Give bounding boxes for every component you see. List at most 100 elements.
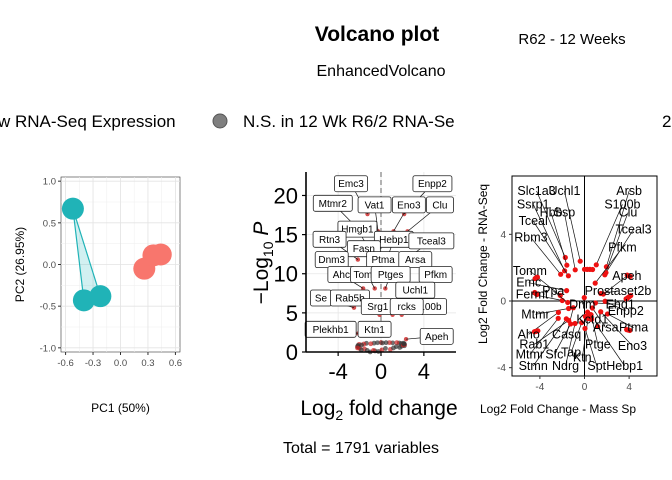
correlation-gene-label: Aho [518, 327, 540, 341]
correlation-point [582, 325, 588, 332]
chart-subtitle: EnhancedVolcano [317, 63, 446, 80]
total-variables-caption: Total = 1791 variables [283, 440, 439, 457]
volcano-gene-label-box [391, 196, 426, 214]
correlation-label-connector [584, 328, 598, 367]
volcano-gene-label-box [398, 251, 433, 269]
correlation-point [555, 309, 562, 315]
correlation-gene-label: Ssp [554, 206, 576, 220]
pca-sample-point [72, 289, 95, 312]
volcano-gene-label: Tceal3 [417, 236, 446, 247]
correlation-point [598, 309, 604, 315]
pca-sample-point [149, 243, 172, 266]
correlation-y-tick-label: 4 [500, 230, 506, 241]
correlation-gene-label: Arsb [616, 184, 642, 198]
volcano-gene-label-box [370, 266, 411, 283]
volcano-gene-label: Ktn1 [364, 325, 385, 336]
correlation-gene-label: Tap [561, 346, 581, 360]
chart-title: Volcano plot [315, 23, 439, 46]
pca-plot: -0.6 -0.3 0.0 0.3 0.6 -1.0 -0.5 0.0 0.5 1.0 PC1 (5… [13, 177, 182, 415]
correlation-gene-label: Clu [619, 206, 638, 220]
pca-x-tick-label: -0.3 [85, 358, 101, 369]
volcano-gene-label: Se [315, 294, 328, 305]
correlation-point [564, 262, 570, 268]
volcano-point [368, 341, 374, 347]
volcano-gene-label-box [408, 232, 455, 250]
correlation-gene-label: Enpp2 [608, 304, 644, 318]
pca-x-tick-label: 0.0 [114, 358, 127, 369]
legend-item-ns: N.S. in 12 Wk R6/2 RNA-Se [243, 112, 455, 131]
volcano-gene-label: Ahc [333, 270, 350, 281]
correlation-gene-label: Uchl1 [548, 184, 580, 198]
correlation-gene-label: Fermt [516, 287, 549, 301]
correlation-point [589, 316, 595, 322]
volcano-gene-label: Apeh [425, 332, 448, 343]
correlation-label-connector [595, 204, 623, 265]
correlation-point [624, 272, 630, 278]
correlation-point [623, 296, 629, 302]
condition-label: R62 - 12 Weeks [518, 31, 625, 48]
correlation-label-connector [604, 300, 626, 312]
correlation-label-connector [565, 323, 576, 367]
correlation-point [589, 266, 596, 273]
volcano-point [387, 340, 392, 346]
correlation-label-connector [554, 323, 571, 355]
correlation-point [555, 315, 561, 321]
correlation-gene-label: Casq [552, 327, 581, 341]
correlation-point [577, 258, 583, 264]
correlation-gene-label: Arsa [593, 321, 619, 335]
correlation-point [532, 275, 538, 282]
correlation-point [557, 292, 563, 299]
volcano-gene-label: Rtn3 [319, 235, 341, 246]
volcano-point [393, 344, 399, 349]
volcano-gene-label: Ptma [371, 255, 395, 266]
correlation-point [603, 270, 609, 276]
correlation-point [592, 280, 598, 286]
correlation-label-connector [534, 320, 569, 345]
volcano-gene-label-box [357, 196, 392, 214]
correlation-point [565, 299, 571, 306]
correlation-gene-label: Prostaset2b [585, 284, 652, 298]
correlation-point [595, 323, 601, 330]
volcano-point [383, 346, 388, 351]
correlation-label-connector [535, 308, 569, 315]
correlation-gene-label: S100b [604, 197, 640, 211]
volcano-gene-label: Pfkm [424, 270, 447, 281]
pca-y-tick-label: 1.0 [43, 177, 56, 188]
volcano-point [380, 340, 386, 346]
correlation-point [589, 305, 595, 311]
volcano-gene-label-box [312, 230, 347, 248]
legend: w RNA-Seq Expression N.S. in 12 Wk R6/2 … [0, 112, 671, 131]
correlation-label-connector [529, 270, 561, 296]
correlation-label-connector [594, 247, 623, 284]
correlation-gene-label: Rab1 [519, 337, 549, 351]
correlation-point [572, 267, 578, 273]
volcano-x-tick-label: 4 [418, 359, 430, 384]
correlation-label-connector [581, 318, 589, 358]
correlation-x-tick-label: -4 [535, 382, 544, 393]
correlation-label-connector [592, 307, 606, 328]
volcano-point [358, 347, 364, 353]
correlation-gene-label: Ndrg [552, 359, 579, 373]
volcano-y-axis-label: −Log10 P [250, 222, 276, 305]
volcano-gene-label: Eno3 [397, 200, 421, 211]
volcano-x-tick-label: 0 [375, 359, 387, 384]
volcano-gene-label-box [334, 175, 368, 193]
correlation-gene-label: Ptma [619, 321, 648, 335]
correlation-gene-label: Rbm3 [514, 231, 547, 245]
volcano-gene-label-box [357, 320, 392, 338]
volcano-gene-label: rcks [398, 302, 416, 313]
volcano-gene-label: Plekhb1 [313, 325, 350, 336]
correlation-gene-label: Stmn [519, 359, 548, 373]
volcano-gene-label-box [304, 320, 357, 338]
correlation-gene-label: Kctd1 [576, 312, 608, 326]
correlation-x-tick-label: 4 [626, 382, 632, 393]
volcano-gene-label: Srg1 [367, 302, 389, 313]
volcano-gene-label-box [330, 289, 370, 307]
volcano-gene-label-box [419, 327, 454, 345]
correlation-x-tick-label: 0 [582, 382, 588, 393]
volcano-point [401, 341, 407, 347]
correlation-gene-label: Ehd1 [606, 297, 635, 311]
volcano-gene-label: Uchl1 [402, 286, 428, 297]
volcano-gene-label-box [412, 175, 453, 193]
